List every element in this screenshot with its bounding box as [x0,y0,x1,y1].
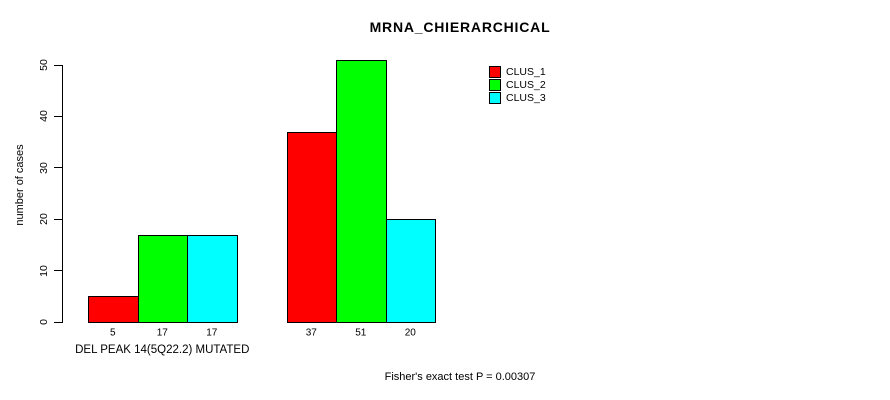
bar-value-label: 51 [355,327,367,339]
y-axis-tick [54,270,62,272]
y-axis-tick [54,321,62,323]
y-tick-label: 0 [38,319,50,325]
legend-swatch-clus-3 [489,91,501,104]
y-axis-tick [54,218,62,220]
legend-label-clus-2: CLUS_2 [506,78,546,91]
bar-clus_3-group2 [385,219,436,323]
bar-value-label: 17 [206,327,218,339]
bar-value-label: 20 [404,327,416,339]
legend-item-clus-1: CLUS_1 [489,65,546,78]
y-tick-label: 50 [38,59,50,71]
legend-swatch-clus-2 [489,78,501,91]
stat-annotation: Fisher's exact test P = 0.00307 [384,371,536,383]
legend: CLUS_1 CLUS_2 CLUS_3 [489,65,546,104]
legend-item-clus-2: CLUS_2 [489,78,546,91]
category-label: DEL PEAK 14(5Q22.2) MUTATED [75,344,250,356]
y-axis-tick [54,167,62,169]
bar-clus_1-group2 [286,131,337,323]
y-axis-line [62,65,63,323]
y-tick-label: 10 [38,264,50,277]
y-tick-label: 20 [38,213,50,226]
chart-title: MRNA_CHIERARCHICAL [369,19,551,35]
legend-item-clus-3: CLUS_3 [489,91,546,104]
bar-clus_2-group1 [137,234,188,323]
y-tick-label: 30 [38,161,50,174]
bar-value-label: 17 [156,327,168,339]
bar-clus_2-group2 [336,59,387,323]
y-axis-tick [54,115,62,117]
bar-value-label: 5 [109,327,116,339]
bar-clus_3-group1 [187,234,238,323]
y-axis-tick [54,64,62,66]
legend-label-clus-3: CLUS_3 [506,91,546,104]
bar-clus_1-group1 [88,296,139,323]
y-tick-label: 40 [38,110,50,123]
bar-value-label: 37 [305,327,317,339]
legend-swatch-clus-1 [489,65,501,78]
legend-label-clus-1: CLUS_1 [506,65,546,78]
